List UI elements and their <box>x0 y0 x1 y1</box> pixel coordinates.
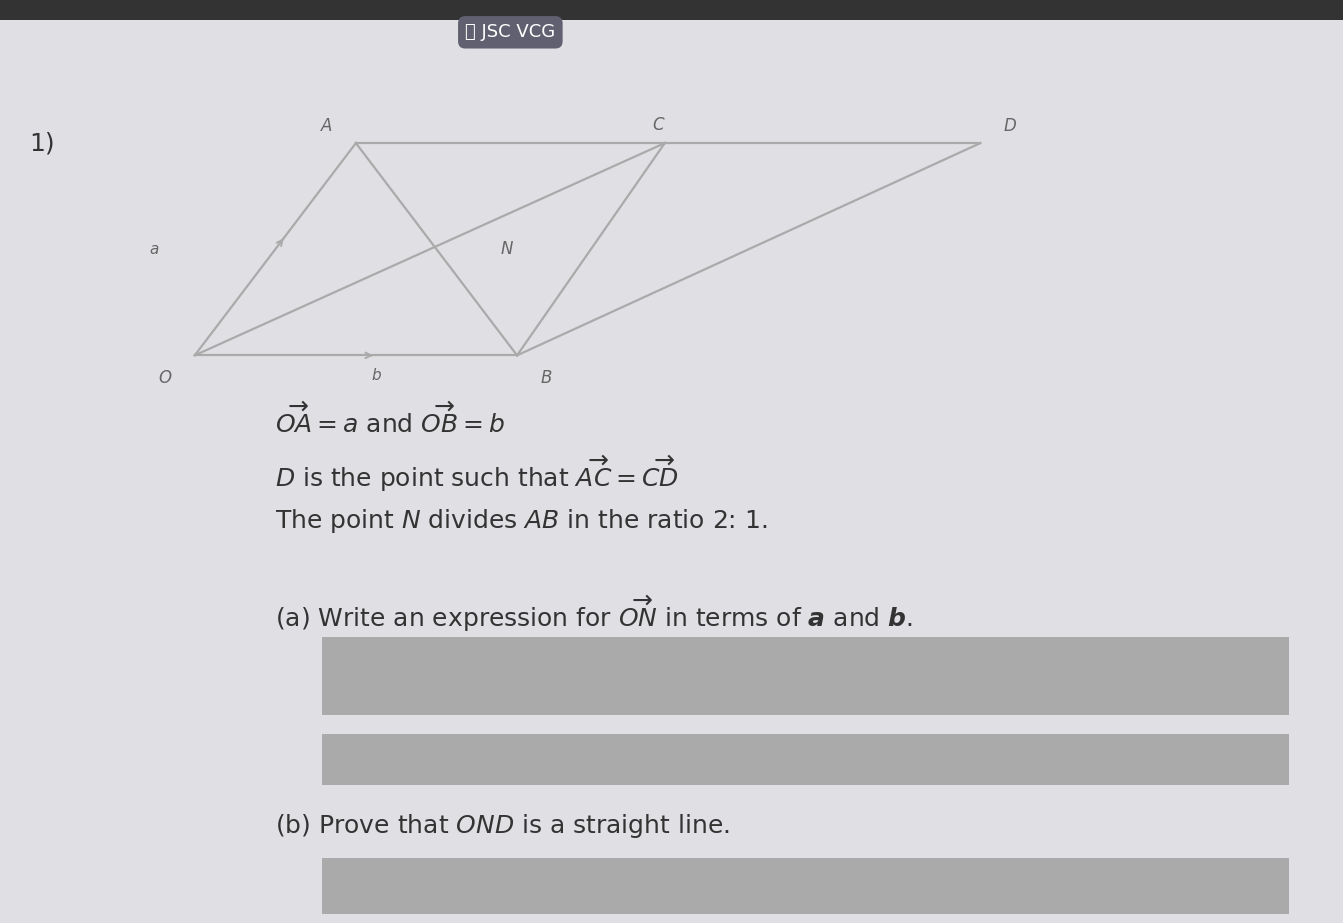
Text: N: N <box>500 240 513 258</box>
FancyBboxPatch shape <box>322 734 1289 785</box>
Text: O: O <box>158 369 172 388</box>
Text: The point $N$ divides $AB$ in the ratio 2: 1.: The point $N$ divides $AB$ in the ratio … <box>275 508 768 535</box>
FancyBboxPatch shape <box>322 858 1289 914</box>
Text: $\overrightarrow{OA}$$ = a$ and $\overrightarrow{OB}$$ = b$: $\overrightarrow{OA}$$ = a$ and $\overri… <box>275 402 505 438</box>
Text: b: b <box>371 368 381 383</box>
Text: $D$ is the point such that $\overrightarrow{AC} = \overrightarrow{CD}$: $D$ is the point such that $\overrightar… <box>275 453 680 494</box>
Text: 1): 1) <box>30 131 55 155</box>
FancyBboxPatch shape <box>322 637 1289 715</box>
Text: ⧗ JSC VCG: ⧗ JSC VCG <box>465 23 556 42</box>
FancyBboxPatch shape <box>0 0 1343 20</box>
Text: A: A <box>321 117 332 136</box>
Text: B: B <box>541 369 552 388</box>
Text: C: C <box>653 115 663 134</box>
Text: a: a <box>150 242 158 257</box>
Text: (b) Prove that $OND$ is a straight line.: (b) Prove that $OND$ is a straight line. <box>275 812 731 840</box>
Text: (a) Write an expression for $\overrightarrow{ON}$ in terms of $\boldsymbol{a}$ a: (a) Write an expression for $\overrighta… <box>275 593 913 634</box>
Text: D: D <box>1003 117 1017 136</box>
